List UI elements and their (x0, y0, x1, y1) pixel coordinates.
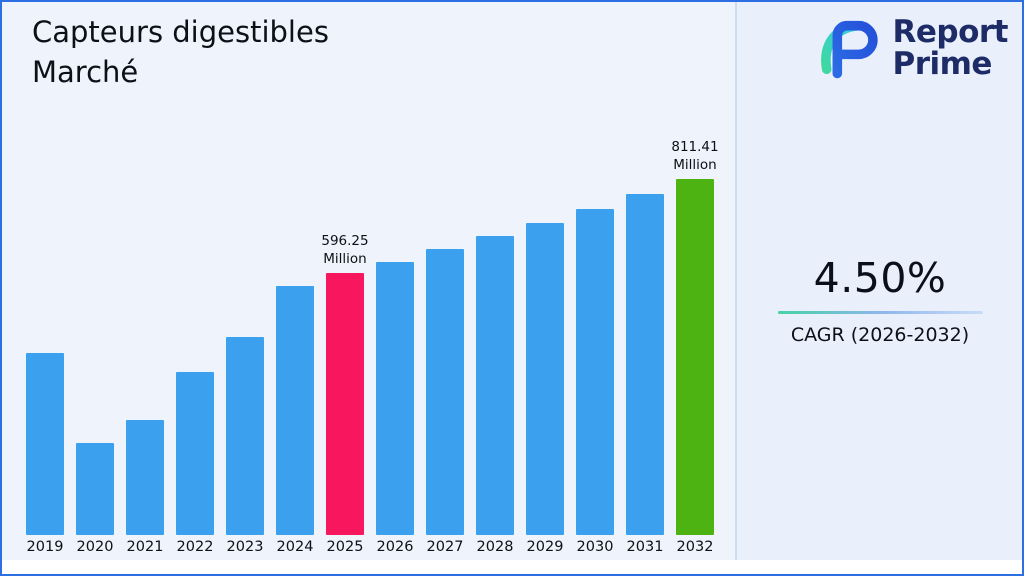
bar-2030 (576, 209, 614, 535)
bar-2031 (626, 194, 664, 535)
report-prime-logo-text: Report Prime (892, 13, 1009, 82)
bar-column (220, 112, 270, 535)
bar-value-label-2032: 811.41 Million (671, 139, 719, 173)
x-axis-label-2030: 2030 (576, 539, 614, 555)
bar-chart: 596.25 Million 811.41 Million (20, 112, 720, 535)
bar-column (370, 112, 420, 535)
bar-2025 (326, 273, 364, 535)
bar-column (20, 112, 70, 535)
bar-2020 (76, 443, 114, 535)
bar-2021 (126, 420, 164, 535)
x-axis-label-2021: 2021 (126, 539, 164, 555)
bar-column: 811.41 Million (670, 112, 720, 535)
x-axis-label-2027: 2027 (426, 539, 464, 555)
cagr-value: 4.50% (813, 254, 947, 302)
bar-2032 (676, 179, 714, 535)
bar-column (170, 112, 220, 535)
page-title-line2: Marché (32, 55, 139, 90)
cagr-label: CAGR (2026-2032) (790, 324, 970, 346)
bar-2026 (376, 262, 414, 535)
x-axis-label-2026: 2026 (376, 539, 414, 555)
bar-2022 (176, 372, 214, 535)
x-axis-label-2032: 2032 (676, 539, 714, 555)
page-title: Capteurs digestibles Marché (32, 12, 329, 92)
x-axis: 2019 2020 2021 2022 2023 2024 2025 2026 2027 2028… (20, 539, 720, 555)
bar-2023 (226, 337, 264, 535)
x-axis-label-2031: 2031 (626, 539, 664, 555)
bar-column (120, 112, 170, 535)
bar-2019 (26, 353, 64, 535)
x-axis-label-2025: 2025 (326, 539, 364, 555)
logo-text-line1: Report (892, 13, 1009, 50)
bar-column (520, 112, 570, 535)
x-axis-label-2022: 2022 (176, 539, 214, 555)
bar-2024 (276, 286, 314, 535)
bar-column (420, 112, 470, 535)
cagr-accent-underline (777, 311, 983, 314)
bar-2027 (426, 249, 464, 535)
x-axis-label-2023: 2023 (226, 539, 264, 555)
report-prime-logo-icon (820, 20, 878, 79)
bar-column (570, 112, 620, 535)
x-axis-label-2020: 2020 (76, 539, 114, 555)
footer-strip (2, 560, 1022, 574)
logo-text-line2: Prime (892, 46, 993, 82)
page-title-line1: Capteurs digestibles (32, 15, 329, 49)
bar-2028 (476, 236, 514, 535)
x-axis-label-2028: 2028 (476, 539, 514, 555)
report-prime-logo: Report Prime (815, 13, 1009, 82)
cagr-stat: 4.50% CAGR (2026-2032) (760, 254, 1000, 346)
bar-value-label-2025: 596.25 Million (321, 233, 369, 267)
x-axis-label-2024: 2024 (276, 539, 314, 555)
bar-column (470, 112, 520, 535)
bar-column (620, 112, 670, 535)
bar-column (270, 112, 320, 535)
bar-2029 (526, 223, 564, 535)
x-axis-label-2029: 2029 (526, 539, 564, 555)
bar-column (70, 112, 120, 535)
x-axis-label-2019: 2019 (26, 539, 64, 555)
right-panel (735, 2, 1022, 574)
bar-column: 596.25 Million (320, 112, 370, 535)
